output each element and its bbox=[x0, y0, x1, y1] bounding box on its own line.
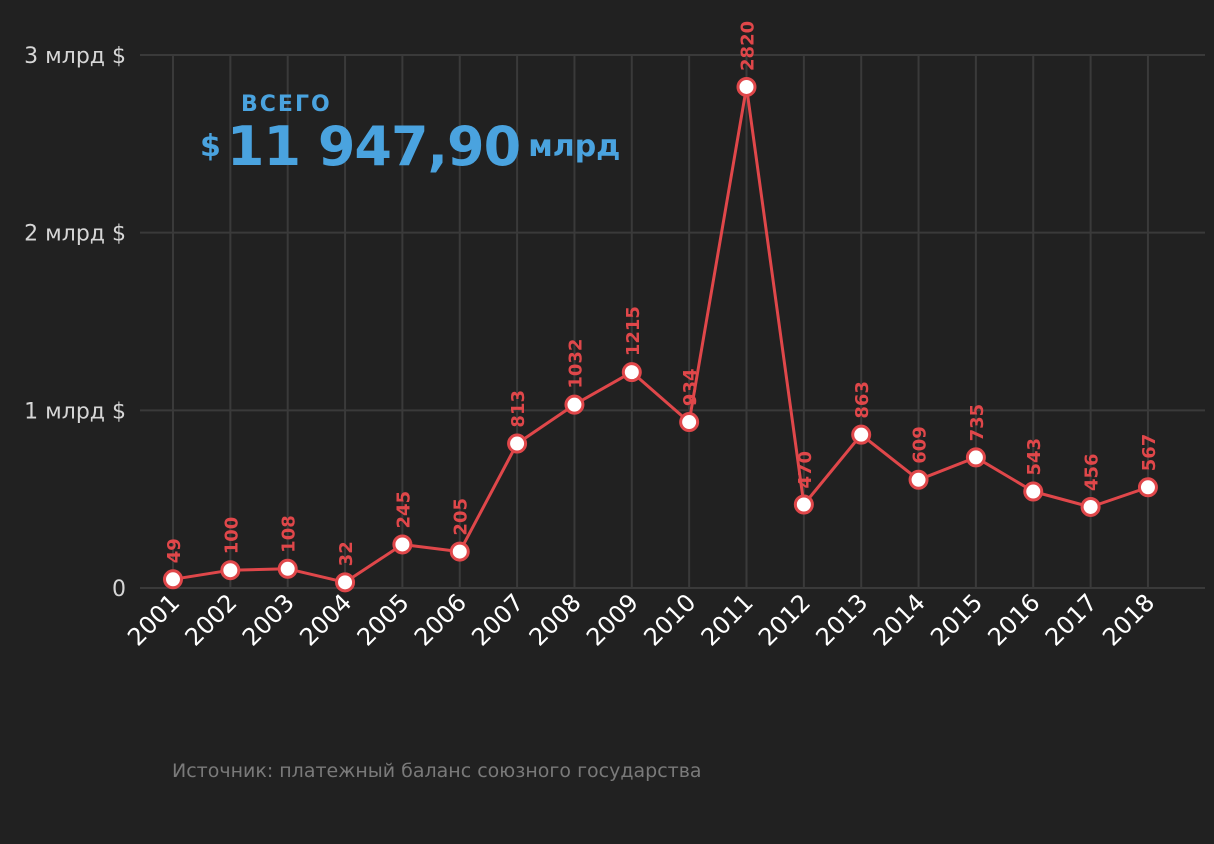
total-row: $11 947,90 млрд bbox=[200, 115, 620, 178]
x-tick-label: 2007 bbox=[466, 588, 529, 651]
data-point-2018 bbox=[1137, 477, 1158, 498]
data-label-2012: 470 bbox=[795, 451, 816, 489]
data-point-2002 bbox=[220, 560, 241, 581]
data-label-2004: 32 bbox=[336, 541, 357, 566]
data-labels: 49 100 108 32 245 205 813 1032 1215 934 2820 470 863… bbox=[164, 21, 1160, 566]
data-point-2013 bbox=[851, 424, 872, 445]
data-point-2003 bbox=[277, 558, 298, 579]
y-tick-label: 3 млрд $ bbox=[24, 44, 126, 69]
x-tick-label: 2010 bbox=[638, 588, 701, 651]
data-label-2007: 813 bbox=[508, 390, 529, 428]
x-tick-label: 2014 bbox=[868, 588, 931, 651]
x-tick-label: 2005 bbox=[352, 588, 415, 651]
data-label-2006: 205 bbox=[451, 498, 472, 536]
data-point-2011 bbox=[736, 76, 757, 97]
data-label-2016: 543 bbox=[1024, 438, 1045, 476]
y-tick-label: 1 млрд $ bbox=[24, 399, 126, 424]
x-tick-label: 2004 bbox=[294, 588, 357, 651]
data-point-2006 bbox=[449, 541, 470, 562]
data-label-2008: 1032 bbox=[565, 339, 586, 389]
y-tick-label: 0 bbox=[112, 577, 126, 602]
grid-lines bbox=[140, 54, 1205, 589]
source-note: Источник: платежный баланс союзного госу… bbox=[172, 760, 702, 782]
x-tick-label: 2003 bbox=[237, 588, 300, 651]
data-point-2015 bbox=[965, 447, 986, 468]
total-caption: ВСЕГО bbox=[241, 92, 332, 117]
data-point-2010 bbox=[679, 412, 700, 433]
data-label-2017: 456 bbox=[1082, 453, 1103, 491]
total-summary: ВСЕГО $11 947,90 млрд bbox=[200, 92, 620, 178]
x-tick-label: 2006 bbox=[409, 588, 472, 651]
data-label-2001: 49 bbox=[164, 538, 185, 563]
x-tick-label: 2011 bbox=[696, 588, 759, 651]
x-tick-label: 2018 bbox=[1097, 588, 1160, 651]
data-label-2018: 567 bbox=[1139, 434, 1160, 472]
total-currency: $ bbox=[200, 129, 221, 164]
x-tick-label: 2016 bbox=[983, 588, 1046, 651]
x-tick-label: 2008 bbox=[524, 588, 587, 651]
total-unit: млрд bbox=[528, 129, 621, 164]
x-tick-label: 2015 bbox=[925, 588, 988, 651]
x-tick-label: 2001 bbox=[122, 588, 185, 651]
y-axis-ticks: 0 1 млрд $ 2 млрд $ 3 млрд $ bbox=[24, 44, 126, 602]
x-axis-ticks: 2001200220032004200520062007200820092010… bbox=[122, 588, 1160, 651]
data-label-2013: 863 bbox=[852, 381, 873, 419]
data-markers bbox=[163, 76, 1158, 593]
data-point-2016 bbox=[1023, 481, 1044, 502]
data-point-2014 bbox=[908, 469, 929, 490]
data-label-2014: 609 bbox=[910, 426, 931, 464]
data-point-2012 bbox=[793, 494, 814, 515]
total-value: 11 947,90 bbox=[226, 115, 521, 178]
data-label-2005: 245 bbox=[393, 491, 414, 529]
data-label-2009: 1215 bbox=[623, 306, 644, 356]
data-label-2011: 2820 bbox=[738, 21, 759, 71]
x-tick-label: 2002 bbox=[180, 588, 243, 651]
data-point-2007 bbox=[507, 433, 528, 454]
data-point-2009 bbox=[621, 362, 642, 383]
x-tick-label: 2013 bbox=[810, 588, 873, 651]
data-label-2003: 108 bbox=[279, 515, 300, 553]
x-tick-label: 2012 bbox=[753, 588, 816, 651]
y-tick-label: 2 млрд $ bbox=[24, 222, 126, 247]
x-tick-label: 2017 bbox=[1040, 588, 1103, 651]
data-point-2004 bbox=[335, 572, 356, 593]
data-point-2005 bbox=[392, 534, 413, 555]
data-point-2001 bbox=[163, 569, 183, 590]
data-point-2017 bbox=[1080, 496, 1101, 517]
data-label-2002: 100 bbox=[221, 517, 242, 555]
data-label-2010: 934 bbox=[680, 368, 701, 406]
data-label-2015: 735 bbox=[967, 404, 988, 442]
data-point-2008 bbox=[564, 394, 585, 415]
x-tick-label: 2009 bbox=[581, 588, 644, 651]
